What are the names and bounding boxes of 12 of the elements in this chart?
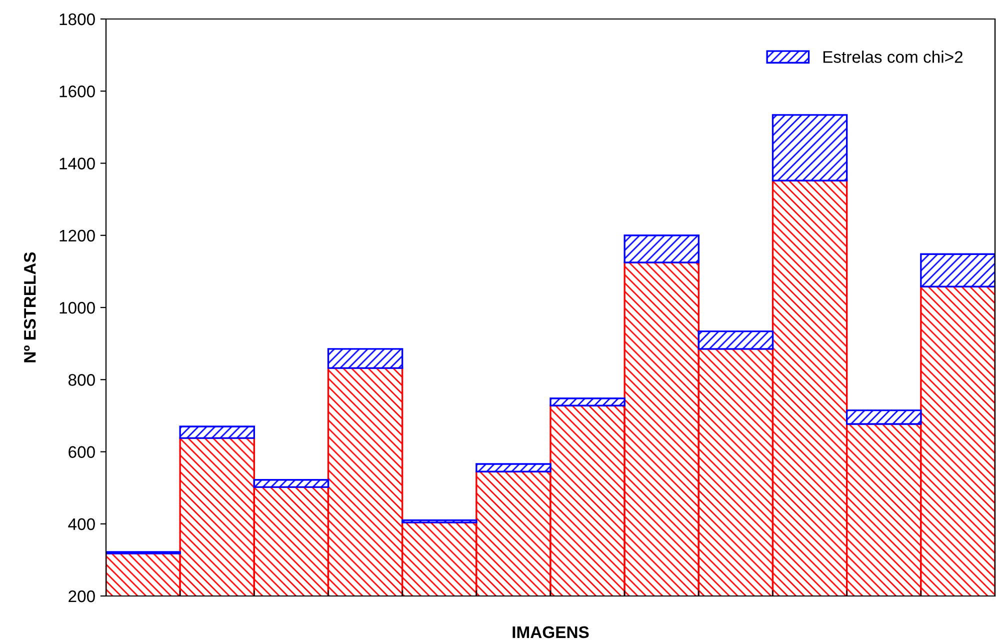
y-tick-label: 200 (68, 590, 95, 602)
y-tick-label: 600 (68, 446, 95, 458)
legend-label: Estrelas com chi>2 (823, 50, 962, 63)
y-tick-label: 400 (68, 518, 95, 530)
y-tick-label: 1400 (60, 158, 95, 170)
y-tick-label: 1000 (60, 302, 95, 314)
y-axis-title: Nº ESTRELAS (24, 252, 36, 362)
y-tick-label: 800 (68, 374, 95, 386)
y-tick-label: 1600 (60, 86, 95, 98)
y-tick-label: 1200 (60, 230, 95, 242)
x-axis-title: IMAGENS (512, 626, 589, 638)
y-tick-label: 1800 (60, 13, 95, 26)
